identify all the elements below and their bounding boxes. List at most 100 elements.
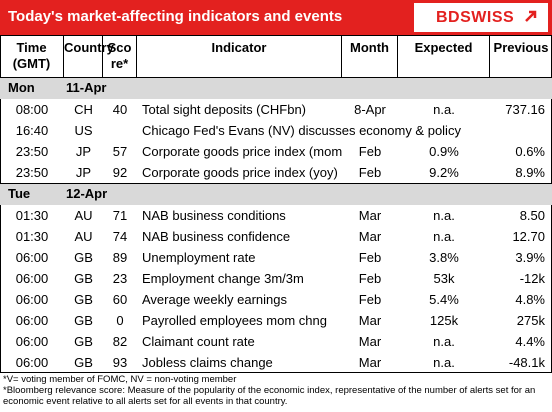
cell-score: 40 <box>112 102 128 117</box>
cell-previous: 8.9% <box>515 165 545 180</box>
cell-indicator: NAB business confidence <box>142 229 291 244</box>
cell-country: GB <box>74 292 93 307</box>
cell-country: AU <box>74 229 93 244</box>
cell-expected: n.a. <box>433 334 455 349</box>
cell-indicator: Employment change 3m/3m <box>142 271 304 286</box>
cell-indicator: Chicago Fed's Evans (NV) discusses econo… <box>142 123 461 138</box>
cell-month: Feb <box>358 292 382 307</box>
cell-time: 16:40 <box>15 123 49 138</box>
cell-score: 74 <box>112 229 128 244</box>
column-header: Indicator <box>137 36 342 77</box>
cell-month: Feb <box>358 271 382 286</box>
cell-time: 06:00 <box>15 355 49 370</box>
cell-expected: 9.2% <box>429 165 459 180</box>
cell-month: Mar <box>358 334 382 349</box>
cell-indicator: Corporate goods price index (yoy) <box>142 165 338 180</box>
column-header-line: re* <box>110 56 129 71</box>
column-header-line: Expected <box>414 40 473 55</box>
cell-month: Mar <box>358 313 382 328</box>
title: Today's market-affecting indicators and … <box>8 8 343 25</box>
cell-month: Feb <box>358 250 382 265</box>
cell-previous: 4.8% <box>515 292 545 307</box>
cell-time: 01:30 <box>15 229 49 244</box>
cell-country: JP <box>75 144 92 159</box>
cell-country: GB <box>74 271 93 286</box>
cell-score: 92 <box>112 165 128 180</box>
cell-expected: 5.4% <box>429 292 459 307</box>
cell-month: 8-Apr <box>354 102 386 117</box>
cell-expected: n.a. <box>433 102 455 117</box>
cell-score: 0 <box>116 313 124 328</box>
cell-previous: 4.4% <box>515 334 545 349</box>
section-date: 11-Apr <box>66 80 107 95</box>
cell-indicator: Jobless claims change <box>142 355 273 370</box>
cell-month: Mar <box>358 355 382 370</box>
cell-time: 01:30 <box>15 208 49 223</box>
cell-indicator: Payrolled employees mom chng <box>142 313 327 328</box>
cell-expected: 125k <box>429 313 459 328</box>
cell-country: GB <box>74 313 93 328</box>
cell-month: Mar <box>358 208 382 223</box>
column-header: Month <box>342 36 398 77</box>
cell-indicator: Total sight deposits (CHFbn) <box>142 102 307 117</box>
cell-expected: 53k <box>433 271 455 286</box>
cell-expected: n.a. <box>433 229 455 244</box>
logo: BDSWISS <box>414 3 548 32</box>
logo-icon <box>525 10 537 22</box>
cell-score: 60 <box>112 292 128 307</box>
cell-previous: 0.6% <box>515 144 545 159</box>
cell-country: AU <box>74 208 93 223</box>
cell-previous: 275k <box>516 313 545 328</box>
cell-score: 23 <box>112 271 128 286</box>
column-header: Country <box>64 36 114 77</box>
cell-previous: 3.9% <box>515 250 545 265</box>
cell-previous: 12.70 <box>512 229 545 244</box>
cell-indicator: NAB business conditions <box>142 208 286 223</box>
cell-expected: n.a. <box>433 208 455 223</box>
cell-country: CH <box>74 102 93 117</box>
column-header-line: Previous <box>493 40 549 55</box>
cell-time: 06:00 <box>15 313 49 328</box>
section-date: 12-Apr <box>66 186 108 201</box>
cell-previous: 737.16 <box>505 102 545 117</box>
cell-time: 06:00 <box>15 334 49 349</box>
cell-indicator: Corporate goods price index (mom <box>142 144 342 159</box>
section-day: Mon <box>8 80 35 95</box>
cell-score: 89 <box>112 250 128 265</box>
column-header-line: Indicator <box>211 40 267 55</box>
cell-month: Feb <box>358 144 382 159</box>
column-header: Previous <box>490 36 552 77</box>
section-header <box>0 183 552 205</box>
section-header <box>0 77 552 99</box>
cell-previous: -48.1k <box>508 355 545 370</box>
cell-expected: 3.8% <box>429 250 459 265</box>
cell-time: 06:00 <box>15 271 49 286</box>
column-header: Expected <box>398 36 490 77</box>
column-header-line: Country <box>64 40 114 55</box>
cell-time: 06:00 <box>15 292 49 307</box>
cell-country: GB <box>74 355 93 370</box>
cell-time: 23:50 <box>15 144 49 159</box>
cell-country: GB <box>74 250 93 265</box>
cell-month: Feb <box>358 165 382 180</box>
cell-time: 23:50 <box>15 165 49 180</box>
column-header-line: Time <box>16 40 47 55</box>
cell-country: GB <box>74 334 93 349</box>
column-header-line: Month <box>350 40 389 55</box>
cell-expected: n.a. <box>433 355 455 370</box>
cell-score: 82 <box>112 334 128 349</box>
cell-expected: 0.9% <box>429 144 459 159</box>
column-header-line: (GMT) <box>12 56 51 71</box>
cell-score: 93 <box>112 355 128 370</box>
cell-country: US <box>74 123 93 138</box>
cell-indicator: Unemployment rate <box>142 250 256 265</box>
cell-country: JP <box>75 165 92 180</box>
cell-indicator: Claimant count rate <box>142 334 255 349</box>
footnote: *V= voting member of FOMC, NV = non-voti… <box>3 374 237 385</box>
column-header: Sco re* <box>103 36 137 77</box>
section-day: Tue <box>8 186 31 201</box>
cell-previous: 8.50 <box>519 208 545 223</box>
cell-month: Mar <box>358 229 382 244</box>
cell-time: 08:00 <box>15 102 49 117</box>
